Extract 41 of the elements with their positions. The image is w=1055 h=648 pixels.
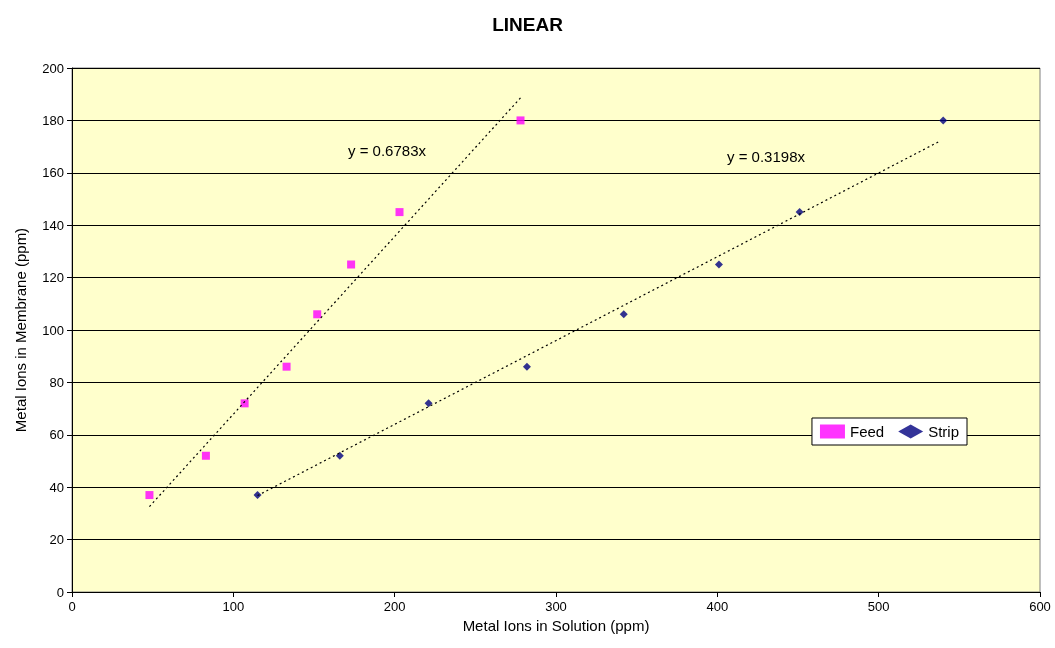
point (619, 310, 628, 319)
point (313, 310, 322, 319)
point (516, 116, 525, 125)
y-tick-label: 160 (42, 165, 64, 181)
x-tick-label: 400 (706, 599, 729, 614)
point (424, 399, 433, 408)
x-tick-label: 100 (222, 599, 245, 614)
point (282, 362, 291, 371)
legend-label: Strip (928, 423, 959, 440)
x-tick-label: 0 (68, 599, 76, 614)
y-tick-label: 40 (49, 479, 64, 495)
x-tick-label: 500 (867, 599, 890, 614)
y-tick-label: 140 (42, 217, 64, 233)
point (201, 451, 210, 460)
point (347, 260, 356, 269)
x-tick-label: 600 (1029, 599, 1051, 614)
legend-label: Feed (849, 423, 885, 440)
point (335, 451, 344, 460)
x-tick-label: 200 (383, 599, 406, 614)
y-tick-label: 180 (42, 112, 64, 128)
y-tick-label: 200 (42, 60, 64, 76)
y-tick-label: 80 (49, 374, 64, 390)
point (395, 208, 404, 217)
chart-title: LINEAR (492, 14, 564, 35)
y-tick-label: 120 (42, 270, 64, 286)
y-tick-label: 0 (56, 584, 64, 600)
x-axis-title: Metal Ions in Solution (ppm) (462, 616, 650, 634)
point (253, 491, 262, 500)
point (795, 208, 804, 217)
y-tick-label: 20 (49, 532, 64, 548)
point (240, 399, 249, 408)
y-axis-title: Metal Ions in Membrane (ppm) (12, 227, 29, 433)
annotation: y = 0.6783x (348, 141, 427, 159)
y-tick-label: 60 (49, 427, 64, 443)
y-tick-label: 100 (42, 322, 64, 338)
point (714, 260, 723, 269)
point (939, 116, 948, 125)
point (522, 362, 531, 371)
annotation: y = 0.3198x (727, 147, 806, 165)
point (145, 491, 154, 500)
x-tick-label: 300 (545, 599, 567, 614)
